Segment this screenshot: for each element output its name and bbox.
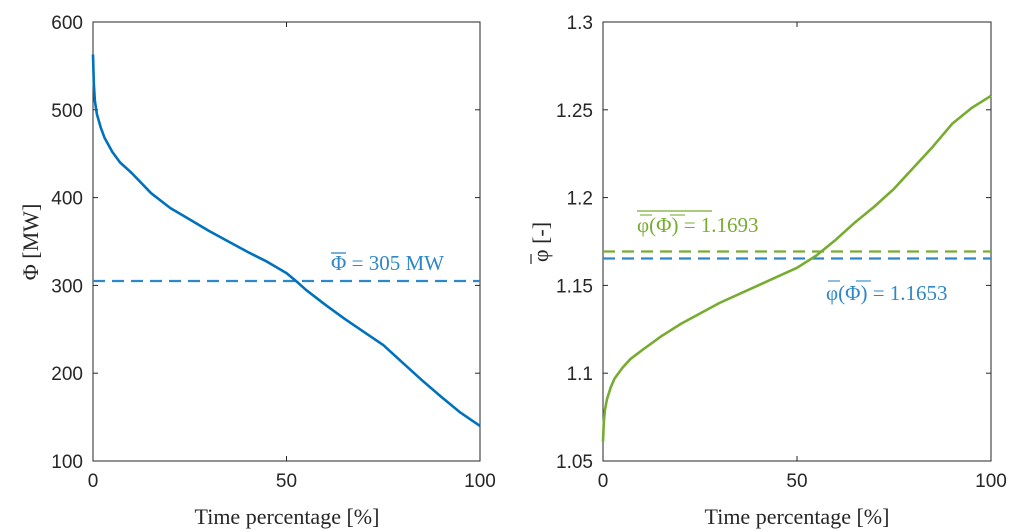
right-y-tick-label: 1.2	[567, 189, 593, 210]
right-reference-lines	[603, 250, 991, 260]
annotation-value: = 1.1653	[867, 281, 947, 305]
right-y-tick-label: 1.1	[567, 364, 593, 385]
right-chart: 0 50 100 1.05 1.1 1.15 1.2 1.25 1.3 φ [-] Time p…	[528, 13, 1007, 529]
right-y-tick-label: 1.25	[556, 101, 593, 122]
annotation-value: = 305 MW	[346, 251, 444, 275]
right-y-tick-label: 1.3	[567, 13, 593, 34]
right-phi-of-mean-annotation: φ(Φ) = 1.1653	[826, 280, 948, 305]
right-ticks: 0 50 100 1.05 1.1 1.15 1.2 1.25 1.3	[556, 13, 1007, 492]
annotation-symbol: φ(Φ)	[637, 213, 678, 237]
left-x-tick-label: 100	[464, 471, 496, 492]
left-ticks: 0 50 100 100 200 300 400 500 600	[51, 13, 496, 492]
right-y-axis-label-group: φ [-]	[528, 222, 553, 264]
annotation-symbol: φ(Φ)	[826, 281, 867, 305]
right-series	[601, 94, 992, 442]
right-y-tick-label: 1.05	[556, 452, 593, 473]
left-x-axis-label: Time percentage [%]	[195, 504, 380, 529]
svg-text:Φ = 305 MW: Φ = 305 MW	[331, 251, 444, 275]
left-y-tick-label: 400	[51, 189, 83, 210]
left-mean-annotation: Φ = 305 MW	[331, 251, 444, 275]
right-x-tick-label: 0	[598, 471, 609, 492]
right-mean-phi-annotation: φ(Φ) = 1.1693	[637, 210, 759, 237]
svg-text:φ(Φ) = 1.1653: φ(Φ) = 1.1653	[826, 281, 948, 305]
annotation-symbol: Φ	[331, 251, 346, 275]
left-plot-frame	[92, 21, 481, 462]
left-series	[91, 54, 481, 427]
svg-text:φ(Φ) = 1.1693: φ(Φ) = 1.1693	[637, 213, 759, 237]
right-y-axis-label: φ [-]	[528, 222, 553, 262]
right-series-line	[601, 94, 992, 442]
left-series-line	[91, 54, 481, 427]
right-x-axis-label: Time percentage [%]	[705, 504, 890, 529]
left-y-tick-label: 100	[51, 452, 83, 473]
right-y-tick-label: 1.15	[556, 276, 593, 297]
left-y-tick-label: 600	[51, 13, 83, 34]
annotation-value: = 1.1693	[678, 213, 758, 237]
left-y-tick-label: 500	[51, 101, 83, 122]
right-plot-frame	[602, 21, 992, 462]
left-y-tick-label: 200	[51, 364, 83, 385]
left-x-tick-label: 0	[88, 471, 99, 492]
left-y-axis-label: Φ [MW]	[18, 204, 43, 281]
left-y-tick-label: 300	[51, 276, 83, 297]
right-x-tick-label: 50	[786, 471, 807, 492]
right-x-tick-label: 100	[975, 471, 1007, 492]
left-x-tick-label: 50	[276, 471, 297, 492]
left-chart: 0 50 100 100 200 300 400 500 600 Φ [MW] Time per…	[18, 13, 496, 529]
